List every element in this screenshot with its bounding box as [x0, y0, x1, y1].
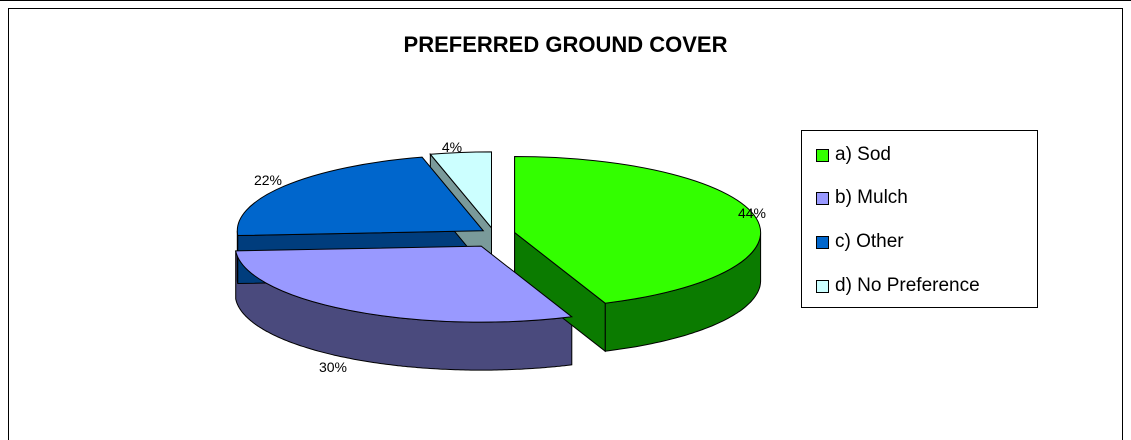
legend-label-sod: a) Sod	[835, 144, 891, 165]
legend-item-mulch: b) Mulch	[816, 184, 908, 212]
legend-swatch-sod	[816, 148, 829, 162]
data-label-mulch: 30%	[319, 359, 347, 375]
pie-tops	[235, 151, 762, 323]
legend-item-no-preference: d) No Preference	[816, 272, 980, 300]
data-label-no-preference: 4%	[442, 139, 462, 155]
data-labels: 44% 30% 22% 4%	[254, 139, 766, 375]
legend-swatch-other	[816, 235, 829, 249]
legend-swatch-mulch	[816, 191, 829, 205]
chart-title: PREFERRED GROUND COVER	[403, 32, 728, 57]
slice-other	[236, 156, 485, 237]
legend-label-other: c) Other	[835, 231, 904, 252]
data-label-other: 22%	[254, 172, 282, 188]
legend-label-mulch: b) Mulch	[835, 187, 908, 208]
legend-swatch-no-preference	[816, 279, 829, 293]
slice-mulch	[235, 245, 574, 323]
legend-label-no-preference: d) No Preference	[835, 275, 980, 296]
legend-item-sod: a) Sod	[816, 141, 891, 169]
slice-no-preference	[429, 151, 492, 230]
legend: a) Sod b) Mulch c) Other d) No Preferenc…	[801, 130, 1038, 308]
legend-item-other: c) Other	[816, 228, 904, 256]
data-label-sod: 44%	[738, 205, 766, 221]
slice-sod	[514, 156, 762, 304]
